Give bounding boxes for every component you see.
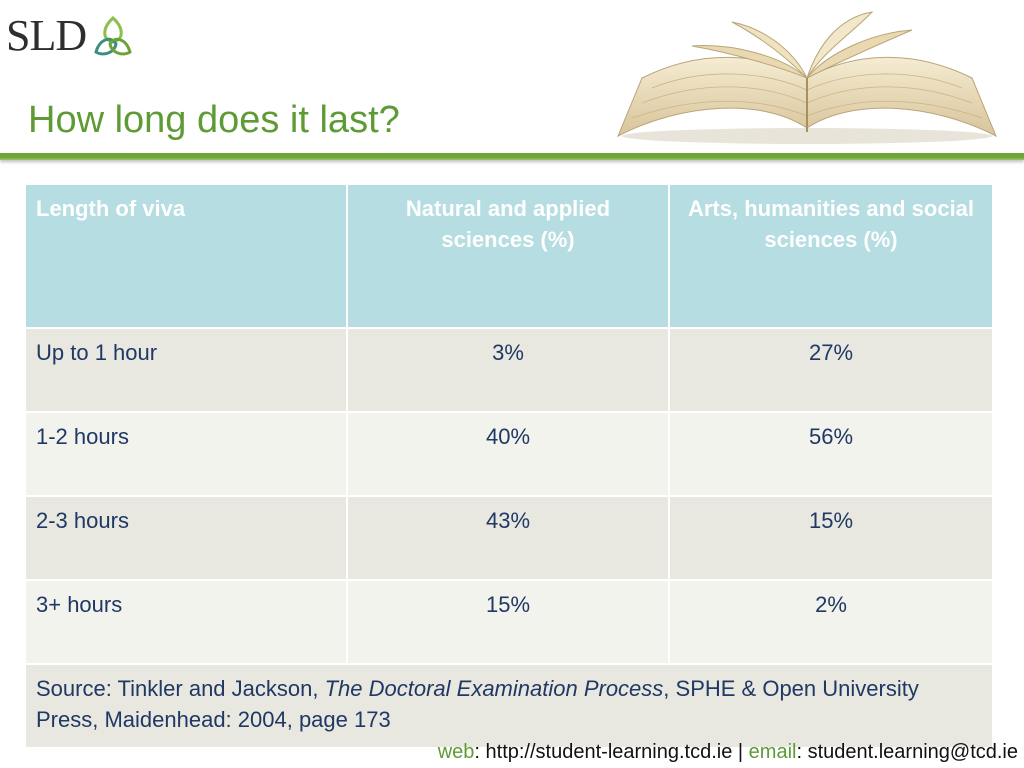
slide-title: How long does it last? [28,99,400,141]
table-cell: Up to 1 hour [24,327,348,413]
table-cell: 2-3 hours [24,495,348,581]
title-divider [0,153,1024,160]
table-cell: 15% [668,495,994,581]
web-label: web [437,741,475,763]
web-url[interactable]: : http://student-learning.tcd.ie | [474,741,749,763]
table-row: 2-3 hours 43% 15% [24,495,994,581]
table-cell: 27% [668,327,994,413]
source-citation: Source: Tinkler and Jackson, The Doctora… [24,663,994,749]
source-book-title: The Doctoral Examination Process [324,676,664,701]
viva-length-table: Length of viva Natural and applied scien… [24,183,994,749]
source-row: Source: Tinkler and Jackson, The Doctora… [24,663,994,749]
email-address[interactable]: : student.learning@tcd.ie [796,741,1018,763]
email-label: email [748,741,797,763]
table-cell: 2% [668,579,994,665]
sld-logo: SLD [6,14,136,58]
table-header-row: Length of viva Natural and applied scien… [24,183,994,329]
column-header: Natural and applied sciences (%) [346,183,670,329]
table-row: Up to 1 hour 3% 27% [24,327,994,413]
table-cell: 15% [346,579,670,665]
column-header: Length of viva [24,183,348,329]
logo-text: SLD [6,11,87,60]
column-header: Arts, humanities and social sciences (%) [668,183,994,329]
table-row: 3+ hours 15% 2% [24,579,994,665]
trinity-knot-icon [94,15,132,56]
table-cell: 3% [346,327,670,413]
source-prefix: Source: Tinkler and Jackson, [36,676,325,701]
open-book-image [617,11,997,144]
table-cell: 1-2 hours [24,411,348,497]
table-cell: 43% [346,495,670,581]
table-cell: 40% [346,411,670,497]
table-row: 1-2 hours 40% 56% [24,411,994,497]
source-suffix: , SPHE & Open University Press, Maidenhe… [36,676,919,732]
table-cell: 56% [668,411,994,497]
footer-contact: web: http://student-learning.tcd.ie | em… [438,741,1018,764]
table-cell: 3+ hours [24,579,348,665]
